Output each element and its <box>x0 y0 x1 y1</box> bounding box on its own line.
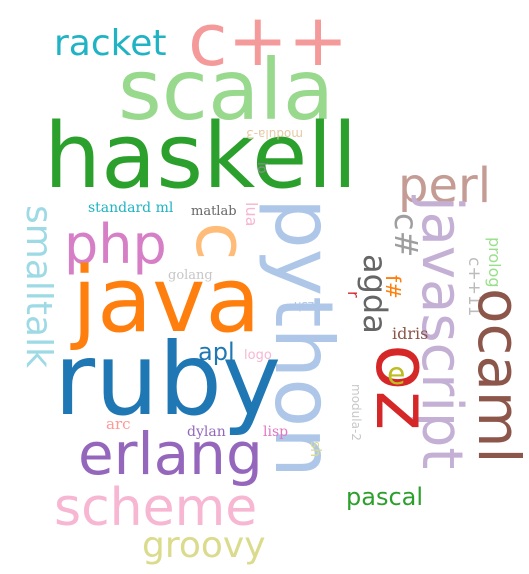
word-pascal: pascal <box>346 483 424 511</box>
word-sh: sh <box>307 441 323 458</box>
word-java: java <box>72 248 261 353</box>
word-apl: apl <box>198 338 235 366</box>
word-f: f# <box>381 275 405 299</box>
word-perl: perl <box>398 158 492 214</box>
word-e: e <box>387 357 406 392</box>
word-zsh: zsh <box>293 299 314 313</box>
word-modula-2: modula-2 <box>349 384 363 441</box>
word-idris: idris <box>392 324 429 343</box>
word-haskell: haskell <box>44 104 358 209</box>
word-c: c# <box>387 213 425 258</box>
word-arc: arc <box>106 415 131 433</box>
word-modula-3: modula-3 <box>246 127 303 141</box>
word-golang: golang <box>168 268 213 283</box>
word-ocaml: ocaml <box>465 288 529 464</box>
word-scala: scala <box>118 41 335 139</box>
word-standard-ml: standard ml <box>88 200 174 216</box>
word-groovy: groovy <box>142 525 266 566</box>
word-io: io <box>254 162 269 174</box>
word-ruby: ruby <box>54 321 282 438</box>
word-racket: racket <box>54 23 167 64</box>
word-prolog: prolog <box>485 237 504 288</box>
word-c: c++ <box>188 0 349 82</box>
word-matlab: matlab <box>191 204 237 219</box>
word-scheme: scheme <box>54 478 258 538</box>
word-smalltalk: smalltalk <box>18 205 59 368</box>
word-dylan: dylan <box>187 424 226 440</box>
word-php: php <box>64 213 167 276</box>
word-logo: logo <box>244 348 272 363</box>
word-erlang: erlang <box>78 420 263 488</box>
word-r: r <box>344 291 363 298</box>
word-lisp: lisp <box>263 424 289 440</box>
